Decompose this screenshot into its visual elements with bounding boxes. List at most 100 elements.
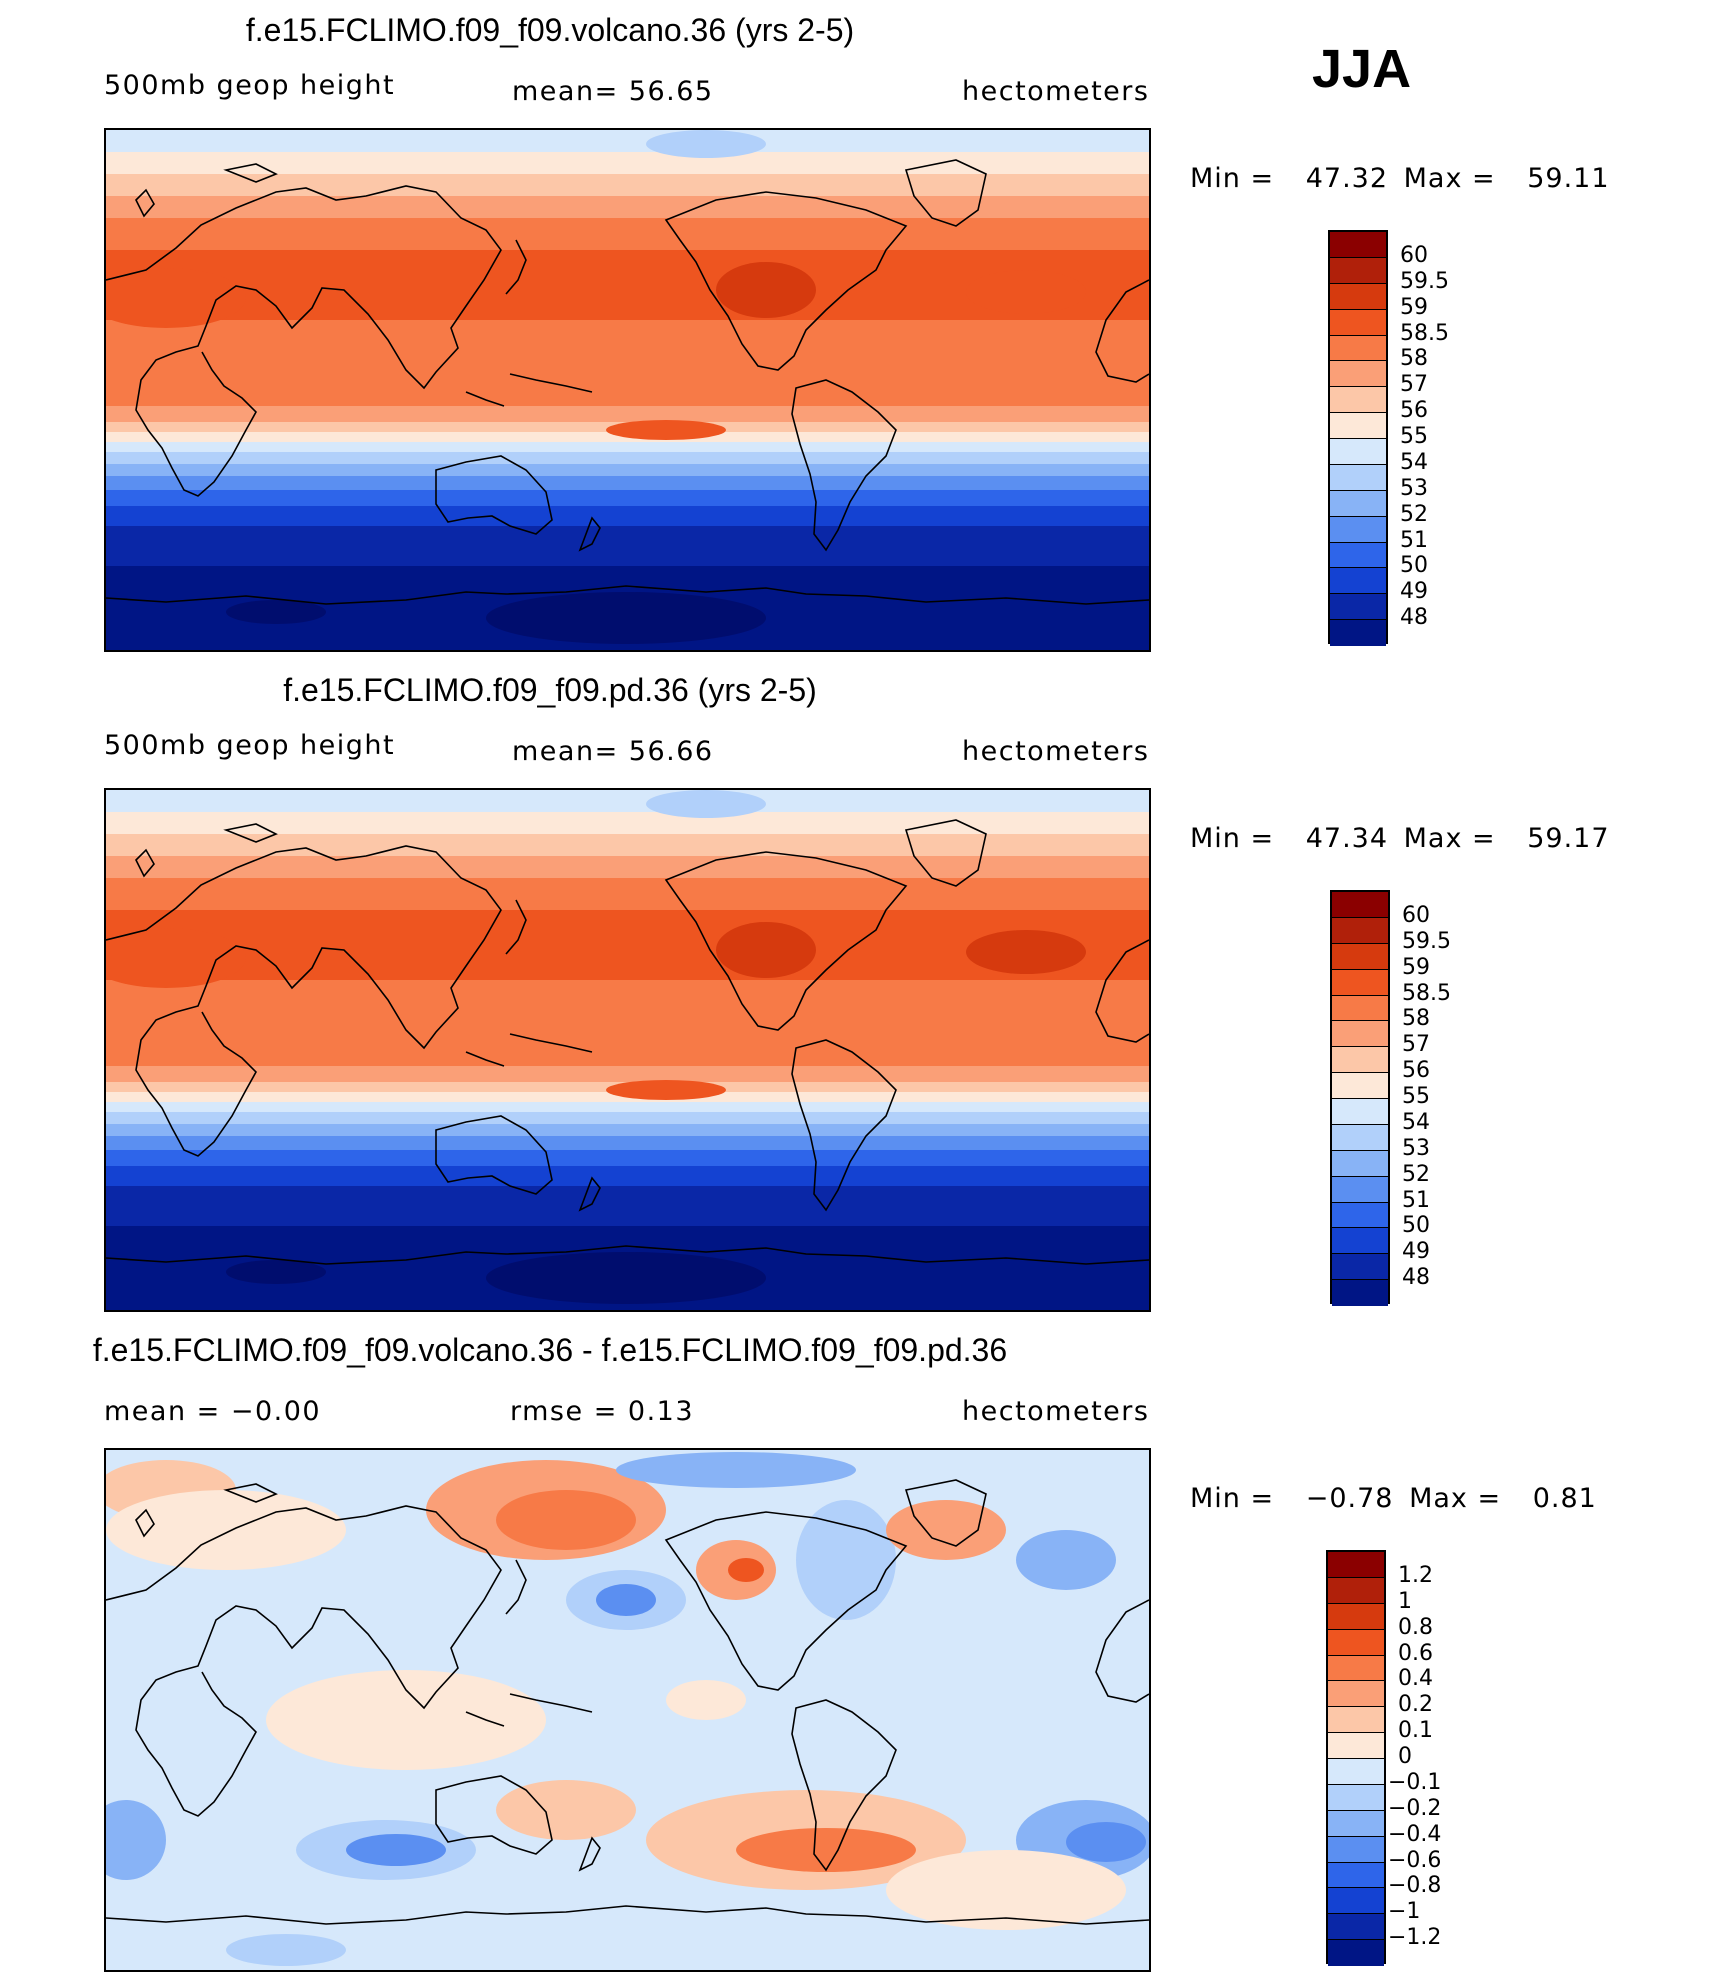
colorbar-tick-label: 58.5 [1402,980,1451,1006]
panel-1-variable-label: 500mb geop height [104,70,396,101]
colorbar-swatch [1332,1150,1388,1177]
contour-band [106,878,1149,910]
panel-3-rmse-label: rmse = 0.13 [510,1396,695,1427]
contour-blob [736,1828,916,1872]
colorbar-tick-label: 55 [1402,1084,1430,1109]
contour-blob [886,1500,1006,1560]
panel-3-units-label: hectometers [962,1396,1150,1427]
colorbar-swatch [1328,1940,1384,1966]
coastline [465,391,505,407]
panel-3-max-label: Max = [1409,1483,1502,1514]
contour-blob [616,1452,856,1488]
coastline [509,1033,593,1053]
coastline [578,1836,601,1872]
contour-blob [606,420,726,440]
season-label: JJA [1312,39,1412,99]
colorbar-tick-label: −1.2 [1388,1925,1442,1951]
colorbar-swatch [1330,516,1386,543]
contour-blob [106,1490,346,1570]
colorbar-swatch [1332,1124,1388,1151]
panel-1-map [104,128,1151,652]
contour-band [106,1112,1149,1124]
colorbar-swatch [1332,917,1388,944]
colorbar-swatch [1330,568,1386,595]
colorbar-tick-label: 0.6 [1398,1640,1433,1666]
panel-2-min-label: Min = [1190,823,1275,854]
colorbar-swatch [1328,1759,1384,1785]
colorbar-tick-label: 1.2 [1398,1562,1433,1588]
contour-blob [966,930,1086,974]
colorbar-swatch [1330,283,1386,310]
panel-3-mean-label: mean = −0.00 [104,1396,322,1427]
colorbar-tick-label: 0.4 [1398,1666,1433,1692]
colorbar-swatch [1330,257,1386,284]
contour-blob [966,270,1086,314]
colorbar-swatch [1332,892,1388,918]
contour-blob [106,1800,166,1880]
contour-band [106,320,1149,406]
panel-1-mean-label: mean= 56.65 [512,76,714,107]
colorbar-tick-label: 60 [1402,902,1430,928]
contour-band [106,980,1149,1066]
coastline [106,185,502,497]
colorbar-swatch [1328,1784,1384,1811]
coastline [465,1711,505,1727]
colorbar-swatch [1328,1862,1384,1889]
contour-blob [796,1500,896,1620]
colorbar-swatch [1332,1073,1388,1099]
contour-blob [606,1080,726,1100]
coastline [1095,939,1149,1043]
coastline [135,1508,155,1538]
colorbar-swatch [1332,1254,1388,1281]
colorbar-tick-label: 59.5 [1402,928,1451,954]
colorbar-swatch [1328,1810,1384,1837]
panel-2-units-label: hectometers [962,736,1150,767]
coastline [223,823,278,843]
coastline [505,1559,527,1615]
colorbar-tick-label: 48 [1402,1265,1430,1291]
colorbar-swatch [1330,413,1386,439]
contour-band [106,790,1149,812]
panel-3-title: f.e15.FCLIMO.f09_f09.volcano.36 - f.e15.… [92,1332,1008,1368]
colorbar-swatch [1332,943,1388,970]
colorbar-tick-label: −0.8 [1388,1873,1442,1899]
colorbar-swatch [1332,1228,1388,1255]
contour-band [106,1150,1149,1166]
contour-band [106,130,1149,152]
contour-blob [486,1252,766,1304]
contour-blob [596,1584,656,1616]
colorbar-swatch [1328,1707,1384,1734]
colorbar-swatch [1332,1280,1388,1306]
colorbar-swatch [1330,335,1386,362]
contour-blob [716,262,816,318]
panel-3-min-value: −0.78 [1305,1483,1394,1514]
contour-blob [646,790,766,818]
coastline [106,585,1149,605]
coastline [664,191,908,371]
panel-2-max-label: Max = [1403,823,1496,854]
coastline [509,373,593,393]
colorbar-swatch [1330,439,1386,465]
colorbar-tick-label: 60 [1400,242,1428,268]
panel-1-max-value: 59.11 [1527,163,1610,194]
contour-band [106,452,1149,464]
coastline [1095,1599,1149,1703]
panel-2-min-value: 47.34 [1305,823,1389,854]
colorbar-tick-label: 52 [1400,501,1428,527]
colorbar-swatch [1328,1914,1384,1941]
contour-blob [496,1490,636,1550]
contour-blob [226,1934,346,1966]
colorbar-swatch [1330,361,1386,388]
colorbar-swatch [1328,1836,1384,1863]
colorbar-swatch [1328,1603,1384,1630]
colorbar-tick-label: 56 [1400,398,1428,424]
coastline [435,455,553,535]
contour-blob [226,600,326,624]
panel-2-colorbar [1330,890,1390,1306]
panel-1-max-label: Max = [1403,163,1496,194]
contour-blob [666,1680,746,1720]
colorbar-swatch [1330,309,1386,336]
colorbar-swatch [1330,464,1386,491]
panel-3-max-value: 0.81 [1532,1483,1597,1514]
panel-1-min-label: Min = [1190,163,1275,194]
